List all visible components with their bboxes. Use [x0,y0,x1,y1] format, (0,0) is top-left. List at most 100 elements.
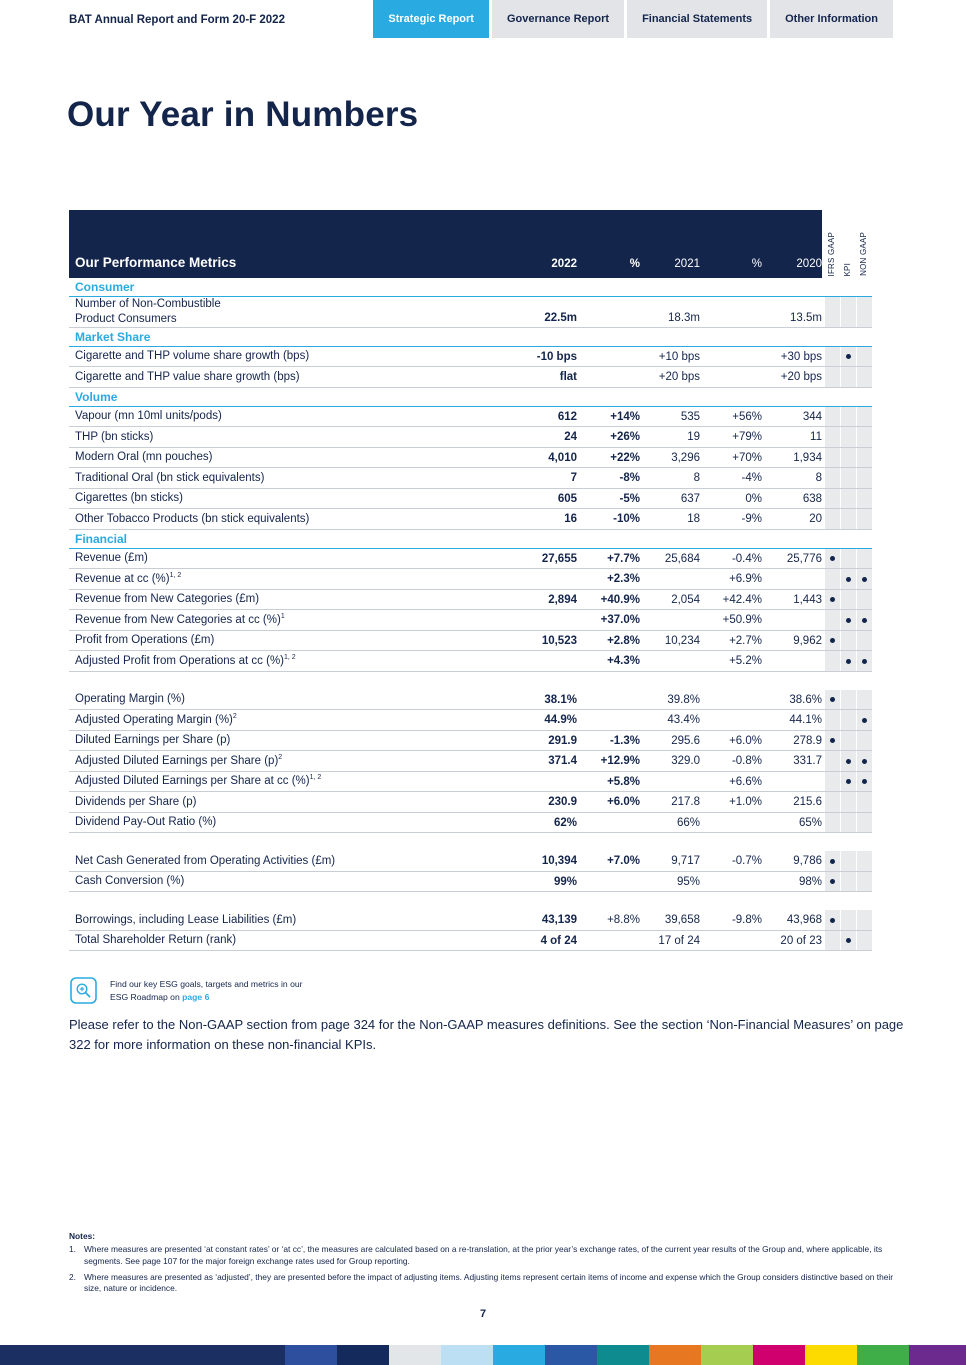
metric-label: Cigarette and THP volume share growth (b… [75,350,310,363]
tag-cells [825,297,872,327]
value-cell: -0.8% [731,755,762,768]
metric-label: Operating Margin (%) [75,693,185,706]
page-6-link[interactable]: page 6 [182,991,210,1002]
tag-dot [846,658,851,664]
tag-cell-kpi [841,610,856,630]
footer-color-segment [701,1345,753,1365]
tag-cell-non-gaap [857,630,872,651]
tag-cell-ifrs-gaap [825,367,840,387]
tag-cell-non-gaap [857,427,872,447]
tag-cell-kpi [841,297,856,327]
value-cell: -9% [741,513,762,526]
tag-dot [830,917,835,923]
table-row: Revenue at cc (%)1, 2 +2.3% +6.9% [69,569,872,590]
tab-strategic-report[interactable]: Strategic Report [373,0,489,38]
section-label: Consumer [75,280,135,294]
metric-label: Total Shareholder Return (rank) [75,934,237,947]
value-cell: +14% [610,410,640,423]
tag-cells [825,751,872,771]
report-title: BAT Annual Report and Form 20-F 2022 [69,14,285,26]
tab-financial-statements[interactable]: Financial Statements [627,0,768,38]
table-row: Adjusted Diluted Earnings per Share at c… [69,771,872,793]
tab-governance-report[interactable]: Governance Report [491,0,625,38]
tag-cell-non-gaap [857,651,872,671]
tag-cell-kpi [841,930,856,951]
column-header-2021: 2021 [674,258,700,270]
value-cell: -0.7% [731,855,762,868]
value-cell: 98% [798,875,822,888]
tag-cell-kpi [841,689,856,710]
table-row: Number of Non-Combustible Product Consum… [69,297,872,328]
tag-cells [825,447,872,468]
metric-label: Profit from Operations (£m) [75,634,215,647]
value-cell: +5.8% [607,775,640,788]
value-cell: 43.4% [667,714,700,727]
value-cell: 2,054 [671,593,700,606]
esg-note-line1: Find our key ESG goals, targets and metr… [110,979,303,989]
tag-cell-non-gaap [857,730,872,751]
value-cell: +8.8% [607,914,640,927]
value-cell: +42.4% [722,593,762,606]
value-cell: +7.0% [607,855,640,868]
tag-cell-ifrs-gaap [825,910,840,930]
value-cell: 43,139 [541,914,577,927]
value-cell: 44.9% [544,714,577,727]
metric-label: THP (bn sticks) [75,430,154,443]
tab-other-information[interactable]: Other Information [770,0,893,38]
tag-dot [846,354,851,360]
tag-dot [862,717,867,723]
section-row: Volume [69,388,872,407]
metric-label: Dividends per Share (p) [75,795,197,808]
tag-cells [825,427,872,447]
value-cell: 17 of 24 [658,934,700,947]
page-title: Our Year in Numbers [67,95,419,134]
tag-cell-non-gaap [857,509,872,529]
tag-cells [825,509,872,529]
tag-cell-non-gaap [857,792,872,812]
value-cell: 22.5m [544,311,577,324]
value-cell: +20 bps [780,371,822,384]
value-cell: 10,394 [541,855,577,868]
value-cell: 9,962 [793,634,822,647]
tag-dot [862,617,867,623]
value-cell: 38.6% [789,693,822,706]
notes-section: Notes: 1. Where measures are presented ‘… [69,1231,895,1299]
tag-cell-kpi [841,468,856,488]
value-cell: +5.2% [729,655,762,668]
table-row: Adjusted Diluted Earnings per Share (p)2… [69,751,872,772]
value-cell: 4 of 24 [540,934,577,947]
table-row: Total Shareholder Return (rank) 4 of 24 17… [69,930,872,952]
table-row: Diluted Earnings per Share (p) 291.9 -1.3%… [69,730,872,752]
table-row: Traditional Oral (bn stick equivalents) 7… [69,468,872,489]
metric-label: Dividend Pay-Out Ratio (%) [75,816,217,829]
esg-zoom-icon [70,977,97,1009]
tag-cell-kpi [841,812,856,833]
tag-cell-ifrs-gaap [825,589,840,610]
tag-cell-ifrs-gaap [825,427,840,447]
table-row: Profit from Operations (£m) 10,523 +2.8% 10… [69,630,872,652]
tag-cell-kpi [841,569,856,589]
table-title: Our Performance Metrics [75,255,237,270]
tag-dot [862,576,867,582]
tag-cell-non-gaap [857,812,872,833]
tag-cell-non-gaap [857,488,872,509]
tag-cells [825,488,872,509]
column-header-pct-2: % [751,258,762,270]
tag-cell-non-gaap [857,930,872,951]
table-rows: Consumer Number of Non-Combustible Produc… [69,278,872,952]
tag-cell-ifrs-gaap [825,710,840,730]
tag-dot [846,758,851,764]
tag-cell-kpi [841,548,856,569]
tag-cell-kpi [841,406,856,427]
tag-cell-ifrs-gaap [825,751,840,771]
metric-label: Adjusted Diluted Earnings per Share at c… [75,774,322,788]
performance-metrics-table: Our Performance Metrics 2022 % 2021 % 20… [69,210,872,952]
value-cell: 329.0 [671,755,700,768]
footer-color-segment [753,1345,805,1365]
tag-dot [862,658,867,664]
value-cell: 217.8 [671,796,700,809]
tag-cell-kpi [841,710,856,730]
value-cell: 11 [810,431,822,444]
footer-color-segment [805,1345,857,1365]
metric-label: Traditional Oral (bn stick equivalents) [75,471,265,484]
